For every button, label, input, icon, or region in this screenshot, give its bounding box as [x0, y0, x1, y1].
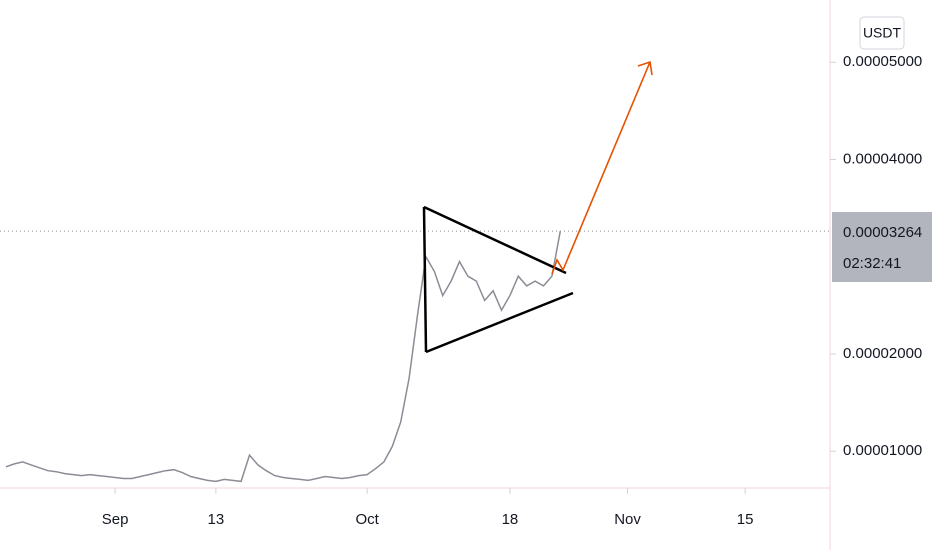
projection-arrow	[551, 60, 653, 275]
x-tick-label: Oct	[355, 511, 379, 528]
x-tick-label: Sep	[102, 511, 129, 528]
triangle-upper	[423, 205, 567, 275]
current-price-label: 0.00003264	[843, 224, 922, 241]
currency-button[interactable]	[859, 16, 905, 50]
x-tick-label: 15	[737, 511, 754, 528]
triangle-base	[422, 206, 428, 353]
y-tick-label: 0.00005000	[843, 53, 922, 70]
x-tick-label: 18	[502, 511, 519, 528]
x-tick-label: 13	[208, 511, 225, 528]
y-tick-label: 0.00004000	[843, 150, 922, 167]
y-tick-label: 0.00002000	[843, 345, 922, 362]
price-line	[5, 230, 562, 483]
triangle-lower	[425, 291, 574, 354]
currency-label: USDT	[863, 25, 902, 41]
x-tick-label: Nov	[614, 511, 641, 528]
current-price-box	[832, 212, 932, 282]
y-tick-label: 0.00001000	[843, 442, 922, 459]
countdown: 02:32:41	[843, 255, 901, 272]
